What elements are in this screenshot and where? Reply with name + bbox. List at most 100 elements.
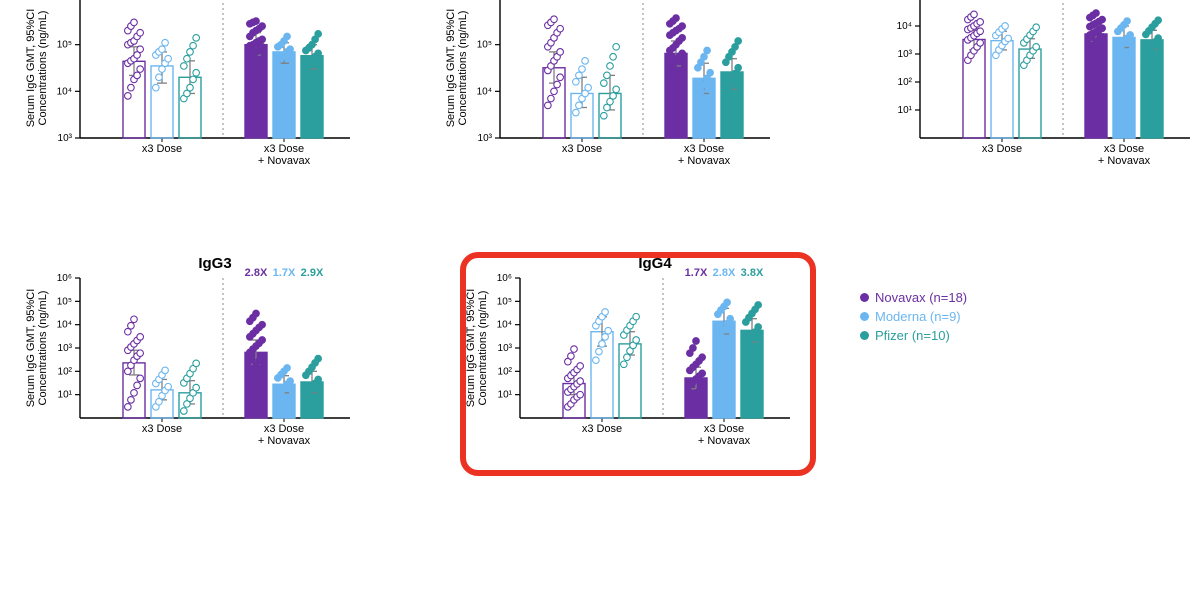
data-point	[971, 11, 978, 18]
svg-text:10⁴: 10⁴	[897, 21, 912, 32]
data-point	[599, 341, 606, 348]
chart-panel-top2: 10³10⁴10⁵Serum IgG GMT, 95%CIConcentrati…	[438, 0, 776, 183]
data-point	[557, 74, 564, 81]
data-point	[573, 79, 580, 86]
fold-change-label: 2.8X	[713, 267, 736, 279]
data-point	[576, 102, 583, 109]
data-point	[726, 84, 733, 91]
data-point	[755, 302, 762, 309]
data-point	[275, 63, 282, 70]
x-axis-label: + Novavax	[698, 435, 751, 447]
data-point	[679, 23, 686, 30]
x-axis-label: + Novavax	[678, 155, 731, 167]
data-point	[557, 25, 564, 32]
data-point	[743, 348, 750, 355]
panel-title: IgG3	[198, 255, 231, 272]
y-axis-label: Serum IgG GMT, 95%CI	[465, 289, 477, 408]
data-point	[137, 375, 144, 382]
x-axis-label: + Novavax	[258, 155, 311, 167]
data-point	[315, 31, 322, 38]
data-point	[707, 69, 714, 76]
data-point	[193, 384, 200, 391]
data-point	[315, 50, 322, 57]
svg-text:10³: 10³	[478, 133, 493, 144]
data-point	[303, 397, 310, 404]
y-axis-label: Serum IgG GMT, 95%CI	[25, 9, 37, 128]
data-point	[607, 63, 614, 70]
svg-text:10¹: 10¹	[898, 105, 913, 116]
data-point	[673, 15, 680, 22]
data-point	[577, 363, 584, 370]
data-point	[181, 63, 188, 70]
data-point	[679, 50, 686, 57]
panel-title: IgG4	[638, 255, 672, 272]
data-point	[602, 334, 609, 341]
data-point	[128, 397, 135, 404]
data-point	[128, 322, 135, 329]
data-point	[137, 334, 144, 341]
svg-text:10⁵: 10⁵	[497, 296, 512, 307]
data-point	[699, 354, 706, 361]
data-point	[137, 350, 144, 357]
svg-text:10³: 10³	[498, 343, 513, 354]
svg-text:10⁵: 10⁵	[57, 296, 72, 307]
data-point	[193, 360, 200, 367]
data-point	[134, 382, 141, 389]
data-point	[131, 390, 138, 397]
data-point	[679, 35, 686, 42]
data-point	[315, 355, 322, 362]
data-point	[253, 18, 260, 25]
data-point	[259, 23, 266, 30]
svg-text:10¹: 10¹	[58, 390, 73, 401]
data-point	[1033, 44, 1040, 51]
data-point	[287, 46, 294, 53]
data-point	[610, 93, 617, 100]
x-axis-label: x3 Dose	[1104, 143, 1144, 155]
y-axis-label: Concentrations (ng/mL)	[37, 11, 49, 126]
data-point	[1155, 35, 1162, 42]
data-point	[699, 370, 706, 377]
data-point	[577, 378, 584, 385]
data-point	[718, 334, 725, 341]
x-axis-label: x3 Dose	[704, 423, 744, 435]
x-axis-label: x3 Dose	[562, 143, 602, 155]
data-point	[137, 29, 144, 36]
svg-text:10³: 10³	[58, 133, 73, 144]
data-point	[1002, 23, 1009, 30]
svg-text:10⁶: 10⁶	[497, 273, 512, 284]
svg-text:10⁵: 10⁵	[57, 40, 72, 51]
chart-panel-top3: 10¹10²10³10⁴x3 Dosex3 Dose+ Novavax	[858, 0, 1196, 183]
svg-text:10⁴: 10⁴	[477, 86, 492, 97]
chart-panel-igg4: IgG410¹10²10³10⁴10⁵10⁶Serum IgG GMT, 95%…	[458, 250, 796, 463]
x-axis-label: x3 Dose	[982, 143, 1022, 155]
data-point	[701, 81, 708, 88]
data-point	[190, 76, 197, 83]
data-point	[746, 341, 753, 348]
svg-text:10⁵: 10⁵	[477, 40, 492, 51]
data-point	[593, 357, 600, 364]
data-point	[165, 383, 172, 390]
data-point	[259, 353, 266, 360]
data-point	[253, 310, 260, 317]
data-point	[613, 86, 620, 93]
data-point	[602, 309, 609, 316]
legend-dot-icon	[860, 312, 869, 321]
svg-text:10²: 10²	[498, 366, 513, 377]
data-point	[284, 33, 291, 40]
data-point	[1099, 25, 1106, 32]
data-point	[259, 321, 266, 328]
data-point	[573, 109, 580, 116]
data-point	[735, 64, 742, 71]
data-point	[153, 84, 160, 91]
data-point	[1124, 18, 1131, 25]
fold-change-label: 3.8X	[741, 267, 764, 279]
y-axis-label: Concentrations (ng/mL)	[37, 291, 49, 406]
data-point	[554, 81, 561, 88]
data-point	[137, 46, 144, 53]
svg-text:10³: 10³	[58, 343, 73, 354]
legend-label: Moderna (n=9)	[875, 309, 961, 324]
data-point	[1093, 10, 1100, 17]
data-point	[187, 84, 194, 91]
data-point	[287, 378, 294, 385]
data-point	[579, 66, 586, 73]
